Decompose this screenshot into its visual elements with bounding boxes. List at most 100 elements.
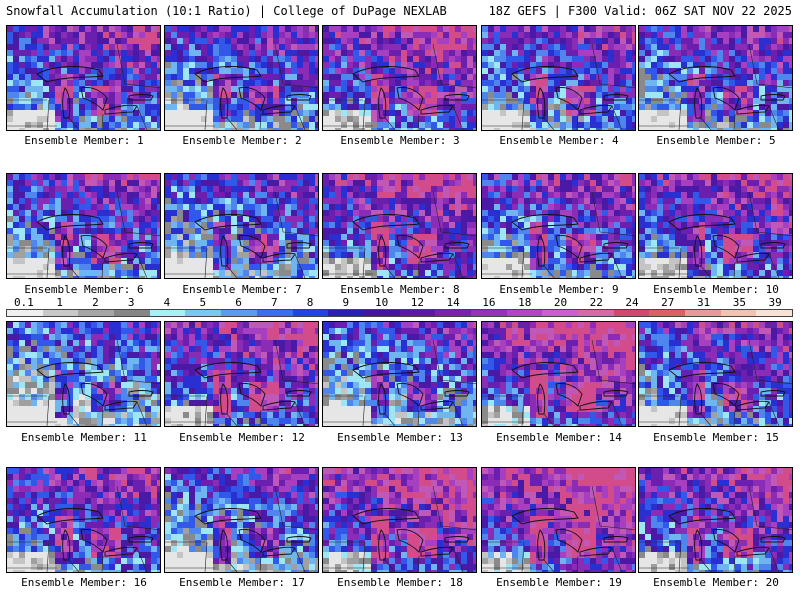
border-line: [101, 113, 104, 130]
lake-outline: [62, 529, 71, 561]
border-line: [440, 379, 476, 385]
border-line: [756, 231, 792, 237]
border-line: [599, 379, 635, 385]
border-line: [432, 485, 442, 527]
border-line: [101, 555, 104, 572]
ensemble-member-map-15: [638, 321, 793, 427]
lake-outline: [760, 242, 786, 249]
colorbar-swatch: [363, 310, 400, 316]
ensemble-member-label: Ensemble Member: 16: [21, 576, 147, 589]
colorbar-label: 7: [270, 296, 278, 309]
border-line: [733, 555, 736, 572]
lake-outline: [694, 383, 703, 415]
border-line: [204, 247, 208, 278]
lake-outline: [396, 87, 424, 111]
colorbar-swatch: [578, 310, 614, 316]
border-line: [362, 99, 366, 130]
colorbar-label: 24: [625, 296, 639, 309]
colorbar-label: 5: [199, 296, 207, 309]
colorbar-label: 2: [92, 296, 99, 309]
lake-outline: [286, 94, 312, 101]
border-line: [294, 105, 306, 130]
ensemble-member-label: Ensemble Member: 7: [182, 283, 302, 296]
lake-outline: [378, 529, 387, 561]
colorbar-swatch: [613, 310, 650, 316]
map-title: Snowfall Accumulation (10:1 Ratio) | Col…: [6, 4, 447, 18]
colorbar-swatch: [185, 310, 222, 316]
border-line: [124, 83, 160, 89]
border-line: [101, 409, 104, 426]
border-line: [226, 559, 238, 572]
border-line: [599, 83, 635, 89]
border-line: [543, 559, 555, 572]
lake-outline: [80, 87, 108, 111]
ensemble-member-label: Ensemble Member: 5: [656, 134, 776, 147]
colorbar-label: 18: [518, 296, 532, 309]
lake-outline: [420, 546, 454, 557]
colorbar-label: 35: [732, 296, 746, 309]
border-line: [274, 485, 284, 527]
ensemble-member-label: Ensemble Member: 9: [499, 283, 619, 296]
border-line: [68, 413, 80, 426]
lake-outline: [36, 362, 104, 379]
ensemble-member-map-2: [164, 25, 319, 131]
lake-outline: [378, 87, 387, 119]
colorbar-swatch: [328, 310, 364, 316]
border-line: [440, 525, 476, 531]
border-line: [417, 113, 420, 130]
border-line: [124, 379, 160, 385]
lake-outline: [194, 508, 262, 525]
border-line: [700, 265, 712, 278]
colorbar-label: 20: [553, 296, 568, 309]
colorbar-swatch: [42, 310, 79, 316]
lake-outline: [555, 383, 583, 407]
border-line: [294, 253, 306, 278]
lake-outline: [220, 383, 229, 415]
border-line: [204, 395, 208, 426]
lake-outline: [712, 87, 740, 111]
lake-outline: [396, 235, 424, 259]
border-line: [591, 191, 601, 233]
ensemble-member-map-4: [481, 25, 636, 131]
lake-outline: [396, 383, 424, 407]
border-line: [733, 261, 736, 278]
border-line: [46, 541, 50, 572]
border-line: [274, 339, 284, 381]
ensemble-member-label: Ensemble Member: 17: [179, 576, 305, 589]
lake-outline: [511, 214, 579, 231]
ensemble-member-label: Ensemble Member: 12: [179, 431, 305, 444]
lake-outline: [80, 529, 108, 553]
ensemble-member-map-9: [481, 173, 636, 279]
colorbar-label: 3: [127, 296, 135, 309]
border-line: [274, 43, 284, 85]
lake-outline: [420, 252, 454, 263]
border-line: [417, 261, 420, 278]
lake-outline: [352, 508, 420, 525]
border-line: [768, 105, 780, 130]
lake-outline: [128, 390, 154, 397]
lake-outline: [104, 104, 138, 115]
border-line: [116, 191, 126, 233]
border-line: [678, 541, 682, 572]
colorbar-swatch: [399, 310, 436, 316]
ensemble-member-label: Ensemble Member: 3: [340, 134, 460, 147]
border-line: [136, 547, 148, 572]
border-line: [452, 401, 464, 426]
lake-outline: [128, 536, 154, 543]
border-line: [591, 339, 601, 381]
colorbar-label: 1: [56, 296, 63, 309]
ensemble-member-map-7: [164, 173, 319, 279]
border-line: [274, 191, 284, 233]
lake-outline: [36, 66, 104, 83]
border-line: [748, 191, 758, 233]
border-line: [259, 409, 262, 426]
border-line: [136, 105, 148, 130]
lake-outline: [736, 104, 770, 115]
colorbar-swatch: [78, 310, 115, 316]
lake-outline: [603, 536, 629, 543]
ensemble-member-map-3: [322, 25, 477, 131]
border-line: [136, 401, 148, 426]
lake-outline: [668, 508, 736, 525]
lake-outline: [220, 87, 229, 119]
lake-outline: [511, 362, 579, 379]
